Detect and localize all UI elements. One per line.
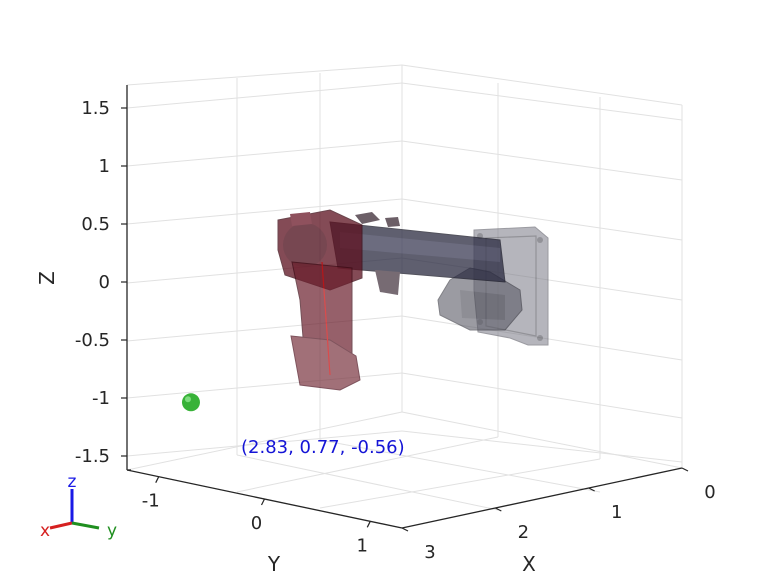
- triad-y-axis: [71, 521, 100, 530]
- y-tick-label: -1: [142, 491, 160, 512]
- y-tick-mark: [155, 476, 160, 483]
- z-axis-label: Z: [35, 271, 59, 285]
- x-tick-label: 0: [704, 482, 715, 503]
- z-tick-label: -1: [92, 388, 110, 409]
- x-tick-label: 1: [611, 502, 622, 523]
- x-axis-label: X: [522, 552, 536, 576]
- forearm-link: [290, 261, 361, 391]
- x-tick-label: 2: [518, 522, 529, 543]
- z-tick-label: -1.5: [75, 446, 110, 467]
- y-tick-mark: [260, 498, 266, 506]
- triad-x-label: x: [40, 521, 50, 541]
- z-tick-label: 1: [99, 156, 110, 177]
- x-tick-mark: [401, 527, 409, 532]
- y-tick-label: 0: [251, 513, 262, 534]
- point-coordinate-annotation: (2.83, 0.77, -0.56): [241, 437, 405, 458]
- plot-grid: [126, 64, 683, 529]
- y-axis-label: Y: [267, 552, 281, 576]
- y-tick-mark: [366, 521, 371, 528]
- data-point-highlight: [184, 396, 191, 403]
- tick-marks: [121, 107, 689, 532]
- triad-x-axis: [49, 521, 73, 530]
- data-point-marker[interactable]: [181, 393, 200, 412]
- z-tick-label: 0: [99, 272, 110, 293]
- z-tick-label: 1.5: [81, 98, 110, 119]
- triad-z-label: z: [68, 472, 77, 492]
- x-tick-mark: [495, 507, 502, 512]
- axis-frame: [126, 85, 683, 529]
- robot-model: [277, 209, 549, 391]
- z-tick-label: -0.5: [75, 330, 110, 351]
- gripper-bracket: [437, 267, 523, 331]
- y-tick-label: 1: [357, 535, 368, 556]
- x-tick-mark: [681, 467, 689, 472]
- x-tick-label: 3: [424, 542, 435, 563]
- arm-link: [329, 212, 506, 295]
- x-tick-mark: [588, 487, 595, 492]
- orientation-triad: z x y: [40, 472, 117, 541]
- z-tick-label: 0.5: [81, 214, 110, 235]
- triad-y-label: y: [107, 521, 117, 541]
